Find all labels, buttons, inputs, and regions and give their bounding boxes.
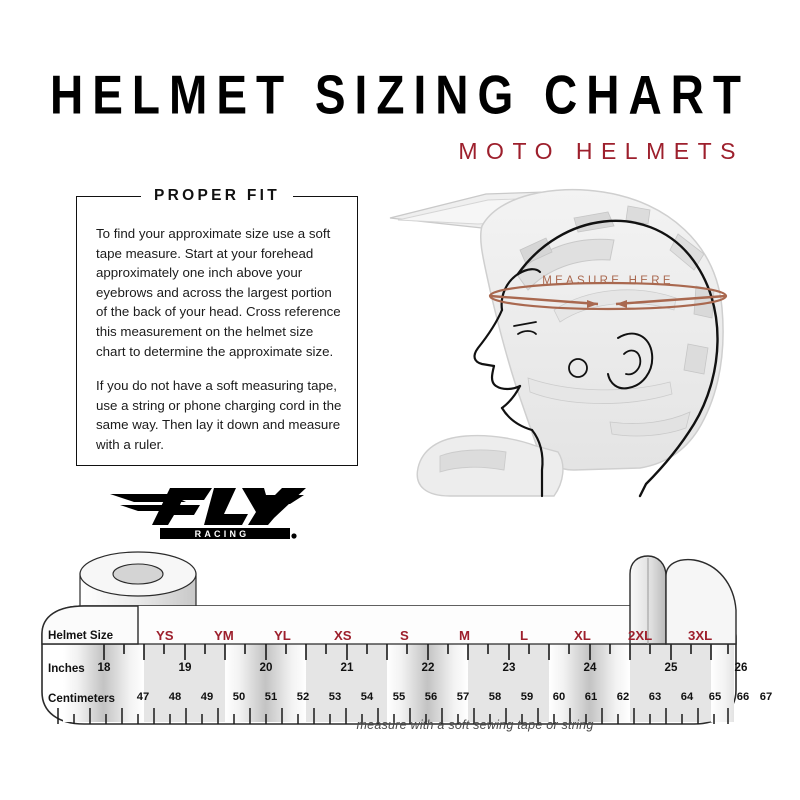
inch-mark-21: 21 (340, 661, 354, 674)
cm-mark-67: 67 (759, 691, 773, 703)
proper-fit-body: To find your approximate size use a soft… (96, 224, 344, 455)
inch-mark-19: 19 (178, 661, 192, 674)
size-label-2xl: 2XL (628, 628, 653, 643)
size-label-ys: YS (156, 628, 174, 643)
tape-tail-curl (629, 555, 737, 645)
measure-here-label: MEASURE HERE (542, 275, 674, 287)
helmet-illustration: MEASURE HERE (389, 188, 728, 498)
inch-mark-20: 20 (259, 661, 273, 674)
tape-measure-graphic (41, 551, 737, 725)
page-title: HELMET SIZING CHART (50, 64, 750, 126)
size-label-m: M (459, 628, 470, 643)
cm-mark-56: 56 (424, 691, 438, 703)
size-label-l: L (520, 628, 529, 643)
head-profile (473, 219, 719, 498)
cm-mark-60: 60 (552, 691, 566, 703)
size-label-yl: YL (274, 628, 291, 643)
helmet-shell (389, 188, 724, 497)
cm-mark-58: 58 (488, 691, 502, 703)
inch-mark-18: 18 (97, 661, 111, 674)
cm-mark-61: 61 (584, 691, 598, 703)
cm-mark-52: 52 (296, 691, 310, 703)
size-label-3xl: 3XL (688, 628, 713, 643)
cm-mark-50: 50 (232, 691, 246, 703)
title-block: HELMET SIZING CHART MOTO HELMETS (0, 64, 800, 166)
proper-fit-paragraph-2: If you do not have a soft measuring tape… (96, 378, 342, 452)
cm-mark-63: 63 (648, 691, 662, 703)
tape-body (41, 605, 737, 725)
cm-mark-65: 65 (708, 691, 722, 703)
size-label-xl: XL (574, 628, 591, 643)
size-label-s: S (400, 628, 409, 643)
page-subtitle-text: MOTO HELMETS (458, 138, 744, 164)
cm-mark-53: 53 (328, 691, 342, 703)
size-label-ym: YM (214, 628, 234, 643)
cm-mark-55: 55 (392, 691, 406, 703)
inch-ticks (103, 644, 729, 660)
measure-ellipse: MEASURE HERE (488, 275, 728, 311)
cm-mark-48: 48 (168, 691, 182, 703)
size-label-xs: XS (334, 628, 352, 643)
cm-mark-64: 64 (680, 691, 694, 703)
tape-caption: measure with a soft sewing tape or strin… (356, 718, 594, 732)
fly-racing-logo: RACING (110, 488, 306, 539)
inch-mark-22: 22 (421, 661, 435, 674)
cm-mark-66: 66 (736, 691, 750, 703)
cm-mark-51: 51 (264, 691, 278, 703)
proper-fit-paragraph-1: To find your approximate size use a soft… (96, 226, 341, 359)
cm-mark-54: 54 (360, 691, 374, 703)
fly-racing-tagline: RACING (195, 529, 250, 539)
tape-row-label-size: Helmet Size (48, 629, 114, 642)
tape-row-label-centimeters: Centimeters (48, 692, 116, 705)
cm-mark-47: 47 (136, 691, 150, 703)
cm-mark-62: 62 (616, 691, 630, 703)
cm-mark-57: 57 (456, 691, 470, 703)
tape-row-label-inches: Inches (48, 662, 85, 675)
inch-mark-25: 25 (664, 661, 678, 674)
page-subtitle: MOTO HELMETS (0, 136, 800, 166)
cm-mark-49: 49 (200, 691, 214, 703)
cm-ticks (57, 708, 729, 724)
inch-mark-23: 23 (502, 661, 516, 674)
inch-mark-24: 24 (583, 661, 597, 674)
cm-mark-59: 59 (520, 691, 534, 703)
inch-mark-26: 26 (734, 661, 748, 674)
